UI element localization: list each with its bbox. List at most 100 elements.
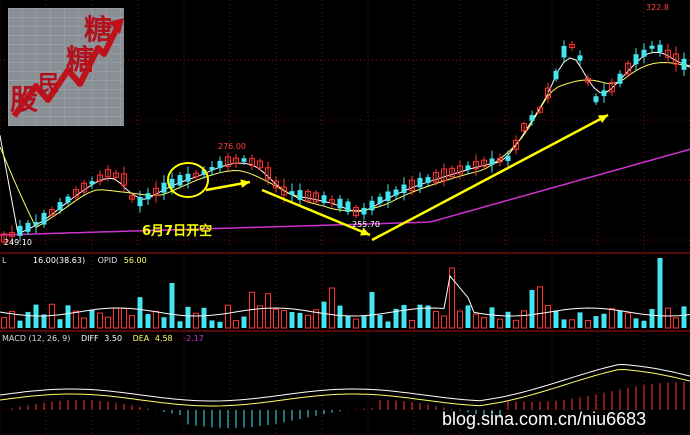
volume-bar bbox=[545, 305, 551, 329]
candle-body bbox=[601, 90, 607, 97]
arrow-short-entry-head bbox=[240, 179, 250, 188]
candle-body bbox=[681, 58, 687, 70]
candle-body bbox=[33, 222, 39, 226]
dea-label: DEA bbox=[132, 334, 150, 343]
candle-body bbox=[433, 172, 439, 183]
candle-body bbox=[89, 181, 95, 185]
volume-bar bbox=[593, 316, 599, 328]
volume-bar bbox=[289, 312, 295, 328]
candle-body bbox=[609, 82, 615, 93]
volume-bar bbox=[665, 307, 671, 329]
volume-bar bbox=[97, 312, 103, 329]
volume-bar bbox=[369, 292, 375, 328]
volume-bar bbox=[385, 321, 391, 328]
volume-bar bbox=[73, 310, 79, 329]
volume-bar bbox=[225, 304, 231, 329]
volume-bar bbox=[481, 317, 487, 329]
candle-body bbox=[153, 187, 159, 196]
candle-body bbox=[113, 172, 119, 178]
volume-bar bbox=[337, 305, 343, 328]
volume-ma-line bbox=[0, 274, 690, 317]
volume-bar bbox=[17, 320, 23, 328]
candle-body bbox=[41, 212, 47, 225]
candle-body bbox=[313, 192, 319, 203]
candle-body bbox=[409, 179, 415, 191]
macd-diff-line bbox=[0, 363, 690, 402]
volume-bar bbox=[673, 317, 679, 329]
opid-value: 56.00 bbox=[123, 256, 147, 265]
candle-body bbox=[281, 186, 287, 196]
volume-bar bbox=[681, 306, 687, 328]
volume-bar bbox=[409, 319, 415, 329]
volume-bar bbox=[497, 318, 503, 329]
volume-bar bbox=[529, 289, 535, 328]
candle-body bbox=[521, 123, 527, 132]
volume-bar bbox=[489, 307, 495, 328]
volume-bar bbox=[209, 320, 215, 328]
candle-body bbox=[9, 232, 15, 237]
volume-bar bbox=[377, 314, 383, 328]
opid-label: OPID bbox=[97, 256, 118, 265]
volume-bar bbox=[513, 319, 519, 329]
volume-bar bbox=[473, 313, 479, 329]
volume-bar bbox=[585, 320, 591, 329]
ma-line-short bbox=[0, 51, 690, 235]
candle-body bbox=[201, 169, 207, 175]
arrow-up-trend-head bbox=[598, 115, 608, 124]
volume-bar bbox=[193, 312, 199, 329]
candle-body bbox=[65, 196, 71, 203]
candle-body bbox=[353, 207, 359, 217]
candle-body bbox=[649, 45, 655, 49]
candle-body bbox=[585, 77, 591, 83]
candle-body bbox=[497, 157, 503, 163]
candle-body bbox=[193, 172, 199, 178]
candle-body bbox=[641, 49, 647, 57]
ma-line-mid bbox=[0, 61, 690, 229]
short-entry-annotation: 6月7日开空 bbox=[142, 224, 213, 239]
volume-bar bbox=[441, 315, 447, 329]
candle-body bbox=[665, 49, 671, 58]
volume-bar bbox=[609, 308, 615, 329]
candle-body bbox=[457, 165, 463, 175]
volume-bar bbox=[1, 317, 7, 329]
volume-header: L 16.00(38.63) OPID 56.00 bbox=[2, 256, 147, 266]
candle-body bbox=[633, 54, 639, 65]
candle-body bbox=[417, 177, 423, 188]
volume-bar bbox=[417, 304, 423, 328]
candle-body bbox=[377, 196, 383, 204]
candle-body bbox=[273, 180, 279, 189]
volume-bar bbox=[145, 314, 151, 328]
candle-body bbox=[297, 190, 303, 200]
volume-bar bbox=[161, 317, 167, 328]
candle-body bbox=[481, 159, 487, 167]
macd-value: -2.17 bbox=[183, 334, 204, 343]
diff-value: 3.50 bbox=[104, 334, 123, 343]
candle-body bbox=[257, 160, 263, 169]
candle-body bbox=[537, 107, 543, 113]
logo-char-gu: 股 bbox=[10, 83, 39, 116]
volume-bar bbox=[345, 315, 351, 328]
candle-body bbox=[73, 189, 79, 198]
candle-body bbox=[545, 87, 551, 99]
volume-bar bbox=[649, 308, 655, 328]
volume-bar bbox=[505, 311, 511, 328]
volume-bar bbox=[185, 306, 191, 328]
blog-logo: 股 民 糖 糖 bbox=[8, 8, 124, 126]
candle-body bbox=[369, 200, 375, 211]
volume-bar bbox=[105, 316, 111, 329]
candle-body bbox=[441, 168, 447, 182]
candle-body bbox=[137, 197, 143, 207]
volume-bar bbox=[273, 308, 279, 329]
volume-bar bbox=[313, 309, 319, 329]
candle-body bbox=[593, 96, 599, 103]
volume-bar bbox=[553, 310, 559, 328]
candle-body bbox=[625, 62, 631, 75]
volume-bar bbox=[521, 310, 527, 329]
candle-body bbox=[321, 195, 327, 203]
candle-body bbox=[489, 158, 495, 165]
candle-body bbox=[17, 225, 23, 236]
candle-body bbox=[265, 167, 271, 180]
candle-body bbox=[209, 166, 215, 171]
